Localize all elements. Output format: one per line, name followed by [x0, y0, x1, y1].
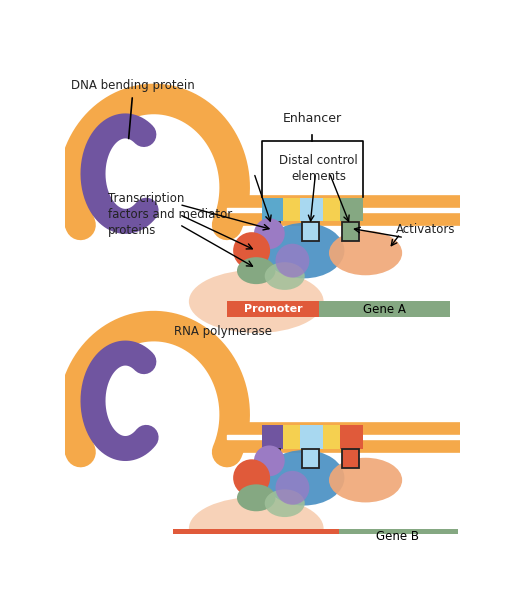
Circle shape: [275, 244, 309, 278]
Text: Activators: Activators: [396, 223, 456, 236]
Ellipse shape: [264, 450, 345, 506]
Text: Promoter: Promoter: [244, 304, 303, 314]
Bar: [283, 425, 300, 449]
Ellipse shape: [329, 458, 402, 502]
Bar: [262, 198, 283, 221]
Bar: [323, 425, 340, 449]
Text: Gene A: Gene A: [364, 302, 406, 316]
Circle shape: [254, 218, 285, 249]
Bar: [173, 529, 338, 544]
Text: Transcription
factors and mediator
proteins: Transcription factors and mediator prote…: [108, 192, 232, 237]
Ellipse shape: [264, 223, 345, 278]
Text: Gene B: Gene B: [376, 530, 419, 543]
Text: RNA polymerase: RNA polymerase: [174, 325, 272, 338]
Circle shape: [233, 460, 270, 496]
Ellipse shape: [237, 484, 275, 511]
Bar: [227, 301, 319, 317]
Circle shape: [254, 445, 285, 476]
Text: Distal control
elements: Distal control elements: [279, 154, 358, 182]
Text: DNA bending protein: DNA bending protein: [72, 79, 195, 139]
Ellipse shape: [189, 497, 324, 560]
Bar: [263, 449, 280, 468]
Bar: [340, 198, 364, 221]
Ellipse shape: [265, 490, 305, 517]
Ellipse shape: [189, 270, 324, 333]
Text: Enhancer: Enhancer: [283, 112, 342, 125]
Bar: [302, 222, 318, 241]
Bar: [300, 425, 323, 449]
Ellipse shape: [237, 257, 275, 284]
Bar: [342, 449, 358, 468]
Bar: [263, 222, 280, 241]
Ellipse shape: [329, 230, 402, 275]
Bar: [302, 449, 318, 468]
Ellipse shape: [265, 262, 305, 290]
Bar: [262, 425, 283, 449]
Circle shape: [275, 471, 309, 505]
Bar: [319, 301, 450, 317]
Circle shape: [233, 232, 270, 269]
Bar: [340, 425, 364, 449]
Bar: [323, 198, 340, 221]
Bar: [342, 222, 358, 241]
Bar: [300, 198, 323, 221]
Bar: [338, 529, 458, 544]
Bar: [283, 198, 300, 221]
